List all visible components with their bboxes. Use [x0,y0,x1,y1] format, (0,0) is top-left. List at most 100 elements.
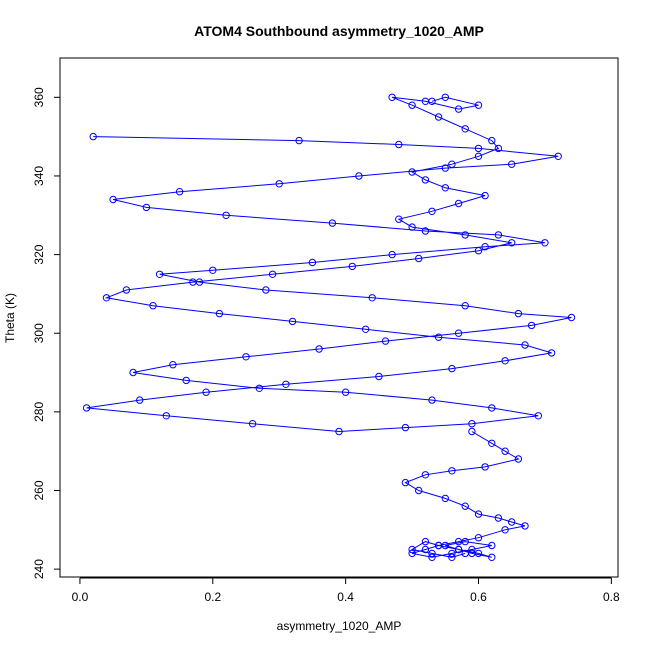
data-point [428,97,436,106]
data-point [461,302,469,310]
data-point [408,101,416,109]
x-tick-label: 0.0 [72,590,89,604]
data-point [308,258,317,267]
data-point [155,270,164,278]
data-point [381,337,390,345]
data-point [395,140,403,149]
data-point [421,537,430,546]
plot-frame [59,57,619,578]
data-point [434,113,443,121]
data-point [547,349,556,357]
data-point [408,223,416,231]
data-point [521,341,529,349]
data-point [441,93,449,102]
data-point [541,239,549,247]
data-point [488,541,496,550]
data-point [388,93,396,102]
data-point [567,313,576,322]
data-point [315,345,323,353]
data-point [454,545,463,554]
data-point [441,164,449,172]
data-point [408,168,416,176]
data-point [508,160,516,168]
data-point [481,243,489,251]
data-point [202,388,210,396]
data-point [448,364,456,373]
data-point [527,321,536,330]
data-point [508,518,516,526]
data-point [268,270,277,278]
data-point [474,534,483,542]
data-point [129,368,137,377]
data-point [428,207,436,216]
data-point [288,317,297,326]
chart-title: ATOM4 Southbound asymmetry_1020_AMP [194,23,484,39]
data-point [262,286,270,294]
data-point [421,227,430,235]
data-point [215,309,224,318]
data-point [461,125,469,133]
data-point [448,553,456,561]
x-tick-label: 0.4 [337,590,354,604]
data-point [461,549,469,558]
y-axis-label: Theta (K) [3,293,17,343]
data-point [415,486,423,495]
data-point [242,353,250,361]
series-layer [82,93,576,561]
data-point [428,549,436,558]
data-point [448,467,456,475]
data-point [501,526,509,534]
data-point [175,188,184,196]
data-point [454,105,463,113]
data-point [282,380,290,388]
data-point [461,231,469,239]
data-point [169,361,177,369]
y-tick-label: 360 [32,87,46,107]
y-tick-label: 320 [32,244,46,264]
data-point [461,502,469,510]
data-point [401,478,410,487]
data-point [474,152,483,161]
data-point [488,553,496,561]
x-tick-label: 0.2 [204,590,221,604]
data-point [401,423,410,432]
data-point [328,219,337,227]
data-point [255,384,263,392]
data-point [514,309,523,318]
data-point [474,144,483,153]
data-point [434,541,443,550]
data-point [508,239,516,247]
data-point [474,101,483,109]
data-point [375,372,383,381]
data-point [448,160,456,168]
data-point [428,396,436,404]
data-point [441,184,449,192]
y-tick-label: 280 [32,402,46,422]
data-point [448,549,456,558]
data-point [468,427,476,436]
data-point [348,262,356,271]
data-point [481,191,489,200]
data-point [209,266,217,274]
data-point [388,250,396,259]
x-axis-label: asymmetry_1020_AMP [277,619,402,633]
data-point [248,420,257,428]
data-point [421,176,430,184]
data-point [162,412,171,420]
data-point [488,439,496,447]
data-point [222,211,230,220]
data-point [554,152,562,161]
data-point [441,494,449,503]
y-tick-label: 240 [32,559,46,579]
data-point [335,427,343,436]
y-tick-label: 300 [32,323,46,343]
data-point [82,404,91,412]
data-point [428,553,436,561]
data-point [182,376,190,385]
data-point [494,231,503,239]
data-point [481,463,489,471]
data-point [142,203,151,212]
data-point [468,420,476,428]
